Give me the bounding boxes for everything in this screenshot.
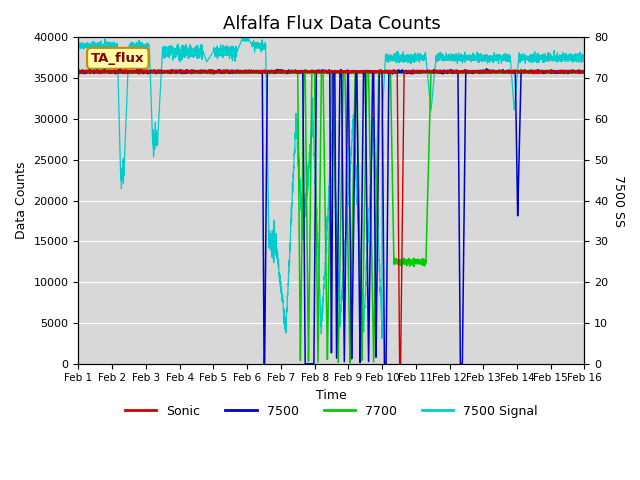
Text: TA_flux: TA_flux: [91, 52, 145, 65]
Y-axis label: Data Counts: Data Counts: [15, 162, 28, 240]
X-axis label: Time: Time: [316, 389, 347, 402]
Title: Alfalfa Flux Data Counts: Alfalfa Flux Data Counts: [223, 15, 440, 33]
Y-axis label: 7500 SS: 7500 SS: [612, 175, 625, 227]
Legend: Sonic, 7500, 7700, 7500 Signal: Sonic, 7500, 7700, 7500 Signal: [120, 400, 543, 423]
